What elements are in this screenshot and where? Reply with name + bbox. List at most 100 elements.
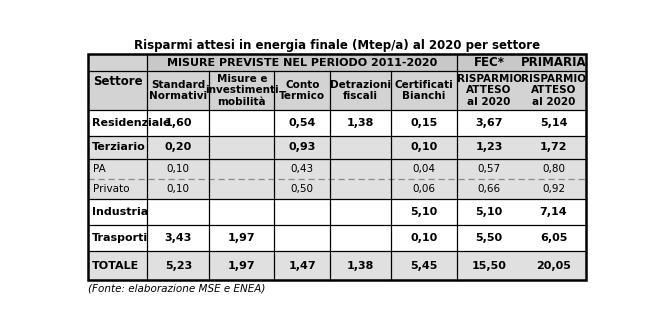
Bar xyxy=(391,110,457,136)
Bar xyxy=(274,225,330,251)
Bar xyxy=(330,199,391,225)
Bar xyxy=(391,71,457,110)
Bar xyxy=(88,179,147,199)
Text: Certificati
Bianchi: Certificati Bianchi xyxy=(395,80,453,101)
Bar xyxy=(391,159,457,179)
Text: 0,93: 0,93 xyxy=(289,142,316,152)
Text: 0,92: 0,92 xyxy=(542,184,565,194)
Bar xyxy=(274,110,330,136)
Bar xyxy=(147,159,209,179)
Text: 0,57: 0,57 xyxy=(478,164,501,174)
Text: 0,66: 0,66 xyxy=(478,184,501,194)
Text: 5,10: 5,10 xyxy=(411,207,438,217)
Bar xyxy=(209,199,274,225)
Bar xyxy=(88,54,586,281)
Bar xyxy=(147,71,209,110)
Bar xyxy=(330,159,391,179)
Bar xyxy=(209,110,274,136)
Bar xyxy=(457,179,521,199)
Bar xyxy=(521,54,586,71)
Text: 20,05: 20,05 xyxy=(536,261,571,271)
Text: Settore: Settore xyxy=(93,75,143,88)
Bar xyxy=(209,136,274,159)
Text: 0,54: 0,54 xyxy=(289,118,316,128)
Text: 1,23: 1,23 xyxy=(476,142,503,152)
Text: 0,04: 0,04 xyxy=(413,164,436,174)
Text: 1,97: 1,97 xyxy=(228,261,256,271)
Bar xyxy=(521,251,586,281)
Bar xyxy=(457,54,521,71)
Text: 1,38: 1,38 xyxy=(347,261,374,271)
Text: 0,10: 0,10 xyxy=(167,164,190,174)
Bar xyxy=(457,225,521,251)
Text: MISURE PREVISTE NEL PERIODO 2011-2020: MISURE PREVISTE NEL PERIODO 2011-2020 xyxy=(167,58,438,67)
Bar xyxy=(521,225,586,251)
Text: Misure e
investimenti
mobilità: Misure e investimenti mobilità xyxy=(205,74,279,107)
Bar xyxy=(88,54,147,110)
Text: Standard
Normativi: Standard Normativi xyxy=(149,80,207,101)
Text: 6,05: 6,05 xyxy=(540,233,567,243)
Text: 5,45: 5,45 xyxy=(411,261,438,271)
Bar xyxy=(391,225,457,251)
Text: PA: PA xyxy=(93,164,106,174)
Bar xyxy=(88,110,147,136)
Text: 3,67: 3,67 xyxy=(475,118,503,128)
Bar xyxy=(209,71,274,110)
Text: Terziario: Terziario xyxy=(92,142,146,152)
Text: Detrazioni
fiscali: Detrazioni fiscali xyxy=(330,80,391,101)
Text: 0,15: 0,15 xyxy=(411,118,438,128)
Bar xyxy=(457,199,521,225)
Text: Conto
Termico: Conto Termico xyxy=(279,80,326,101)
Text: 0,43: 0,43 xyxy=(291,164,314,174)
Bar xyxy=(147,179,209,199)
Text: 5,14: 5,14 xyxy=(540,118,567,128)
Text: 1,97: 1,97 xyxy=(228,233,256,243)
Text: 5,50: 5,50 xyxy=(476,233,503,243)
Bar xyxy=(88,225,147,251)
Bar xyxy=(274,71,330,110)
Text: TOTALE: TOTALE xyxy=(92,261,139,271)
Bar xyxy=(457,251,521,281)
Bar xyxy=(209,179,274,199)
Bar xyxy=(209,159,274,179)
Bar xyxy=(521,136,586,159)
Bar xyxy=(391,136,457,159)
Text: 0,10: 0,10 xyxy=(411,142,438,152)
Bar xyxy=(88,136,147,159)
Text: 3,43: 3,43 xyxy=(164,233,192,243)
Text: (Fonte: elaborazione MSE e ENEA): (Fonte: elaborazione MSE e ENEA) xyxy=(88,283,266,293)
Text: Industria: Industria xyxy=(92,207,149,217)
Bar xyxy=(521,179,586,199)
Bar xyxy=(457,71,521,110)
Bar xyxy=(457,110,521,136)
Text: RISPARMIO
ATTESO
al 2020: RISPARMIO ATTESO al 2020 xyxy=(457,74,522,107)
Bar xyxy=(88,251,147,281)
Bar xyxy=(274,179,330,199)
Bar xyxy=(521,110,586,136)
Bar xyxy=(147,110,209,136)
Bar xyxy=(330,110,391,136)
Bar xyxy=(457,136,521,159)
Bar xyxy=(521,159,586,179)
Text: 5,10: 5,10 xyxy=(476,207,503,217)
Bar xyxy=(330,251,391,281)
Text: Privato: Privato xyxy=(93,184,130,194)
Text: 1,72: 1,72 xyxy=(540,142,567,152)
Bar xyxy=(330,136,391,159)
Bar xyxy=(274,199,330,225)
Text: 0,10: 0,10 xyxy=(411,233,438,243)
Bar xyxy=(330,71,391,110)
Text: Risparmi attesi in energia finale (Mtep/a) al 2020 per settore: Risparmi attesi in energia finale (Mtep/… xyxy=(134,39,540,52)
Bar xyxy=(330,179,391,199)
Bar xyxy=(209,251,274,281)
Bar xyxy=(274,136,330,159)
Bar xyxy=(88,199,147,225)
Bar xyxy=(147,251,209,281)
Text: 15,50: 15,50 xyxy=(472,261,507,271)
Text: 1,60: 1,60 xyxy=(164,118,192,128)
Bar xyxy=(88,159,147,179)
Bar xyxy=(391,251,457,281)
Bar xyxy=(521,71,586,110)
Text: RISPARMIO
ATTESO
al 2020: RISPARMIO ATTESO al 2020 xyxy=(521,74,586,107)
Bar xyxy=(274,159,330,179)
